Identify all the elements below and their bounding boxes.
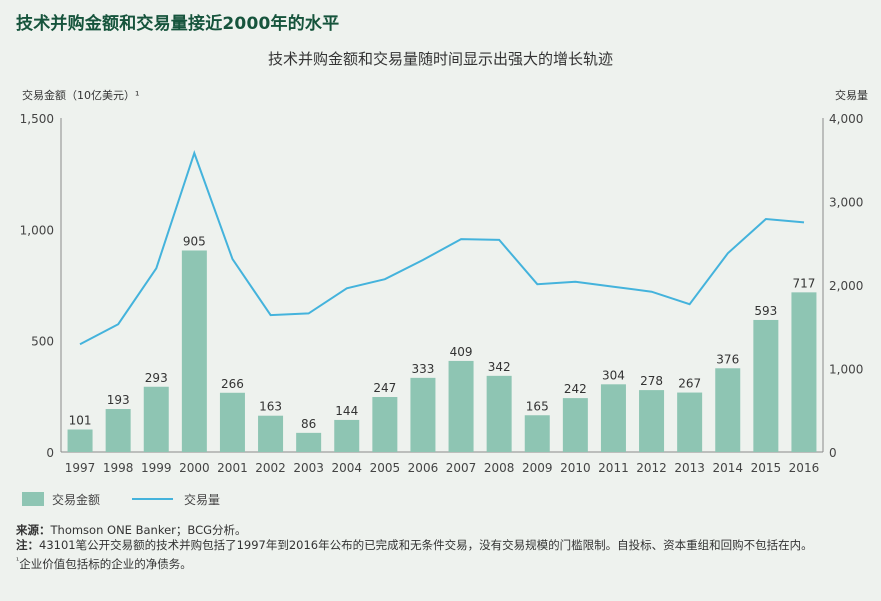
legend-bar-swatch bbox=[22, 492, 44, 506]
bar-value-label: 342 bbox=[488, 360, 511, 374]
method-note: 注：43101笔公开交易额的技术并购包括了1997年到2016年公布的已完成和无… bbox=[16, 538, 866, 553]
right-tick-label: 2,000 bbox=[829, 279, 863, 293]
x-tick-label: 2010 bbox=[560, 461, 591, 475]
volume-line bbox=[79, 150, 805, 346]
x-tick-label: 2001 bbox=[217, 461, 248, 475]
bar-2006 bbox=[410, 377, 436, 452]
bar-value-label: 593 bbox=[754, 304, 777, 318]
legend-bar-label: 交易金额 bbox=[52, 492, 100, 507]
left-tick-label: 1,500 bbox=[20, 112, 54, 126]
right-axis-ticks: 0 1,000 2,000 3,000 4,000 bbox=[829, 112, 863, 460]
x-tick-label: 2014 bbox=[712, 461, 743, 475]
bar-value-label: 293 bbox=[145, 371, 168, 385]
footnote-mark: ¹ bbox=[16, 556, 20, 565]
bar-value-label: 86 bbox=[301, 417, 316, 431]
x-tick-label: 2015 bbox=[751, 461, 782, 475]
chart: 交易金额（10亿美元）¹ 交易量 0 500 1,000 1,500 0 1,000 2,… bbox=[20, 88, 868, 507]
x-tick-label: 2007 bbox=[446, 461, 477, 475]
bar-2016 bbox=[791, 292, 817, 452]
bar-value-label: 242 bbox=[564, 382, 587, 396]
bar-2010 bbox=[562, 398, 588, 452]
footnotes: 来源：Thomson ONE Banker；BCG分析。 注：43101笔公开交… bbox=[16, 523, 866, 572]
x-tick-label: 2000 bbox=[179, 461, 210, 475]
bar-2000 bbox=[181, 250, 207, 452]
bar-2008 bbox=[486, 375, 512, 452]
bar-value-label: 304 bbox=[602, 368, 625, 382]
right-tick-label: 3,000 bbox=[829, 196, 863, 210]
footnote-text: 企业价值包括标的企业的净债务。 bbox=[19, 556, 192, 571]
bar-2007 bbox=[448, 360, 474, 452]
bar-2002 bbox=[258, 415, 284, 452]
chart-subtitle: 技术并购金额和交易量随时间显示出强大的增长轨迹 bbox=[267, 50, 613, 68]
bar-value-label: 278 bbox=[640, 374, 663, 388]
right-axis-title: 交易量 bbox=[835, 88, 868, 102]
x-tick-label: 2008 bbox=[484, 461, 515, 475]
page-title: 技术并购金额和交易量接近2000年的水平 bbox=[16, 14, 340, 34]
bar-value-label: 717 bbox=[792, 276, 815, 290]
bars-group bbox=[67, 250, 817, 452]
bar-value-label: 163 bbox=[259, 400, 282, 414]
left-axis-title: 交易金额（10亿美元）¹ bbox=[22, 88, 139, 102]
bar-2013 bbox=[677, 392, 703, 452]
bar-value-label: 101 bbox=[69, 414, 92, 428]
left-tick-label: 0 bbox=[46, 446, 54, 460]
x-tick-label: 1997 bbox=[65, 461, 96, 475]
x-tick-label: 1998 bbox=[103, 461, 134, 475]
bar-value-label: 247 bbox=[373, 381, 396, 395]
right-tick-label: 1,000 bbox=[829, 363, 863, 377]
x-tick-label: 2016 bbox=[789, 461, 820, 475]
x-tick-label: 2012 bbox=[636, 461, 667, 475]
x-tick-label: 2006 bbox=[408, 461, 439, 475]
bar-value-label: 144 bbox=[335, 404, 358, 418]
bar-1997 bbox=[67, 429, 93, 452]
bar-2014 bbox=[715, 368, 741, 452]
bar-value-label: 409 bbox=[450, 345, 473, 359]
right-tick-label: 0 bbox=[829, 446, 837, 460]
x-tick-label: 2003 bbox=[293, 461, 324, 475]
bar-2001 bbox=[219, 392, 245, 452]
bar-1998 bbox=[105, 409, 131, 452]
bar-2015 bbox=[753, 319, 779, 452]
note-key: 注： bbox=[16, 538, 39, 552]
value-footnote: ¹企业价值包括标的企业的净债务。 bbox=[16, 553, 866, 572]
left-tick-label: 500 bbox=[31, 335, 54, 349]
source-key: 来源： bbox=[16, 523, 51, 537]
bar-value-label: 266 bbox=[221, 377, 244, 391]
source-text: Thomson ONE Banker；BCG分析。 bbox=[50, 523, 247, 537]
bar-2004 bbox=[334, 419, 360, 452]
bar-2011 bbox=[600, 384, 626, 452]
bar-2005 bbox=[372, 397, 398, 452]
x-tick-label: 2004 bbox=[331, 461, 362, 475]
bar-labels-group: 101 193 293 905 266 163 86 144 247 333 409 342 165 24… bbox=[69, 234, 816, 430]
bar-2009 bbox=[524, 415, 550, 452]
x-tick-label: 2009 bbox=[522, 461, 553, 475]
bar-value-label: 267 bbox=[678, 377, 701, 391]
bar-value-label: 165 bbox=[526, 399, 549, 413]
left-tick-label: 1,000 bbox=[20, 223, 54, 237]
bar-1999 bbox=[143, 386, 169, 452]
x-axis-ticks: 1997 1998 1999 2000 2001 2002 2003 2004 2005 2006… bbox=[65, 461, 819, 475]
x-tick-label: 1999 bbox=[141, 461, 172, 475]
legend-line-label: 交易量 bbox=[184, 492, 220, 507]
bar-2012 bbox=[639, 390, 665, 452]
x-tick-label: 2005 bbox=[370, 461, 401, 475]
bar-value-label: 905 bbox=[183, 234, 206, 248]
note-text: 43101笔公开交易额的技术并购包括了1997年到2016年公布的已完成和无条件… bbox=[39, 538, 813, 552]
x-tick-label: 2013 bbox=[674, 461, 705, 475]
x-tick-label: 2002 bbox=[255, 461, 286, 475]
left-axis-ticks: 0 500 1,000 1,500 bbox=[20, 112, 54, 460]
bar-value-label: 193 bbox=[107, 393, 130, 407]
bar-2003 bbox=[296, 432, 322, 452]
bar-value-label: 376 bbox=[716, 352, 739, 366]
right-tick-label: 4,000 bbox=[829, 112, 863, 126]
bar-value-label: 333 bbox=[411, 362, 434, 376]
x-tick-label: 2011 bbox=[598, 461, 629, 475]
source-note: 来源：Thomson ONE Banker；BCG分析。 bbox=[16, 523, 866, 538]
